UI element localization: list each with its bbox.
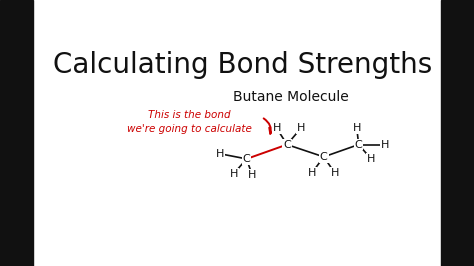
Text: Calculating Bond Strengths: Calculating Bond Strengths	[53, 51, 433, 79]
Text: C: C	[283, 140, 291, 149]
Text: H: H	[216, 149, 224, 159]
Text: H: H	[229, 169, 238, 179]
Text: H: H	[297, 123, 305, 133]
Text: H: H	[353, 123, 361, 133]
Text: H: H	[308, 168, 316, 178]
Text: H: H	[248, 170, 256, 180]
Text: H: H	[330, 168, 339, 178]
Text: H: H	[367, 154, 376, 164]
Text: This is the bond
we're going to calculate: This is the bond we're going to calculat…	[127, 110, 252, 134]
Text: H: H	[381, 140, 389, 149]
Text: Butane Molecule: Butane Molecule	[233, 90, 348, 105]
Text: C: C	[243, 154, 250, 164]
Text: C: C	[355, 140, 363, 149]
Text: H: H	[273, 123, 281, 133]
Text: C: C	[320, 152, 328, 162]
